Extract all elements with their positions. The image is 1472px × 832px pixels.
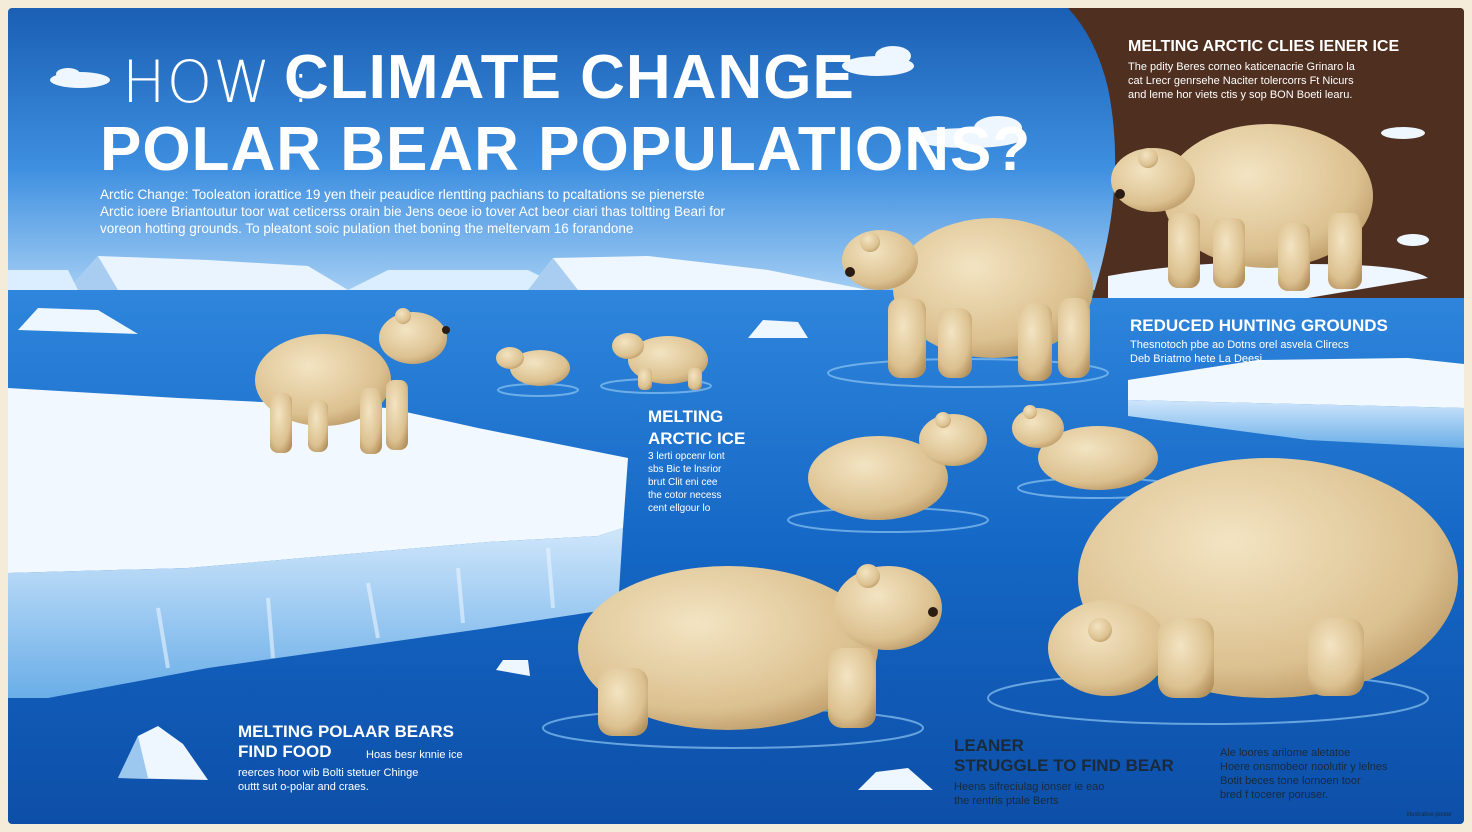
scene bbox=[8, 8, 1464, 824]
distant-iceberg-icon bbox=[8, 256, 868, 290]
polar-bear-icon bbox=[1048, 458, 1458, 698]
headline-line1: CLIMATE CHANGE bbox=[284, 43, 855, 112]
cloud-icon bbox=[50, 46, 1429, 246]
intro-paragraph: Arctic Change: Tooleaton iorattice 19 ye… bbox=[100, 187, 726, 236]
section-body-leaner: Heens sifreciulag ionser ie eao the rent… bbox=[954, 781, 1105, 807]
polar-bear-icon bbox=[808, 405, 1158, 520]
headline-line2: POLAR BEAR POPULATIONS? bbox=[100, 115, 1032, 184]
section-title-find-food: MELTING POLAAR BEARS FIND FOOD bbox=[238, 722, 454, 761]
polar-bear-icon bbox=[255, 308, 450, 454]
poster: HOW : CLIMATE CHANGE POLAR BEAR POPULATI… bbox=[8, 8, 1464, 824]
section-title-melting-ice: MELTING ARCTIC ICE bbox=[648, 407, 746, 448]
section-note-find-food: Hoas besr knnie ice bbox=[366, 749, 463, 761]
section-body-melting-ice: 3 lerti opcenr lont sbs Bic te lnsrior b… bbox=[648, 451, 725, 514]
panel-title-melting-arctic: MELTING ARCTIC CLIES IENER ICE bbox=[1128, 38, 1400, 55]
ice-chunk-icon bbox=[18, 308, 808, 676]
headline-how: HOW : bbox=[122, 48, 312, 116]
panel-body-melting-arctic: The pdity Beres corneo katicenacrie Grin… bbox=[1128, 61, 1355, 101]
credit: illustrative poster bbox=[1406, 812, 1452, 818]
large-ice-floe bbox=[8, 388, 628, 698]
polar-bear-icon bbox=[496, 333, 708, 390]
right-ice-floe bbox=[1128, 358, 1464, 448]
section-title-leaner: LEANER STRUGGLE TO FIND BEAR bbox=[954, 736, 1174, 775]
section-body-find-food: reerces hoor wib Bolti stetuer Chinge ou… bbox=[238, 767, 419, 793]
section-body-reduced-hunting: Thesnotoch pbe ao Dotns orel asvela Clir… bbox=[1130, 339, 1349, 365]
section-body-bottom-right: Ale loores arilome aletatoe Hoere onsmob… bbox=[1220, 747, 1388, 801]
section-title-reduced-hunting: REDUCED HUNTING GROUNDS bbox=[1130, 316, 1388, 335]
polar-bear-icon bbox=[842, 218, 1093, 381]
polar-bear-icon bbox=[1111, 124, 1373, 291]
iceberg-icon bbox=[118, 726, 933, 790]
polar-bear-icon bbox=[578, 564, 942, 736]
